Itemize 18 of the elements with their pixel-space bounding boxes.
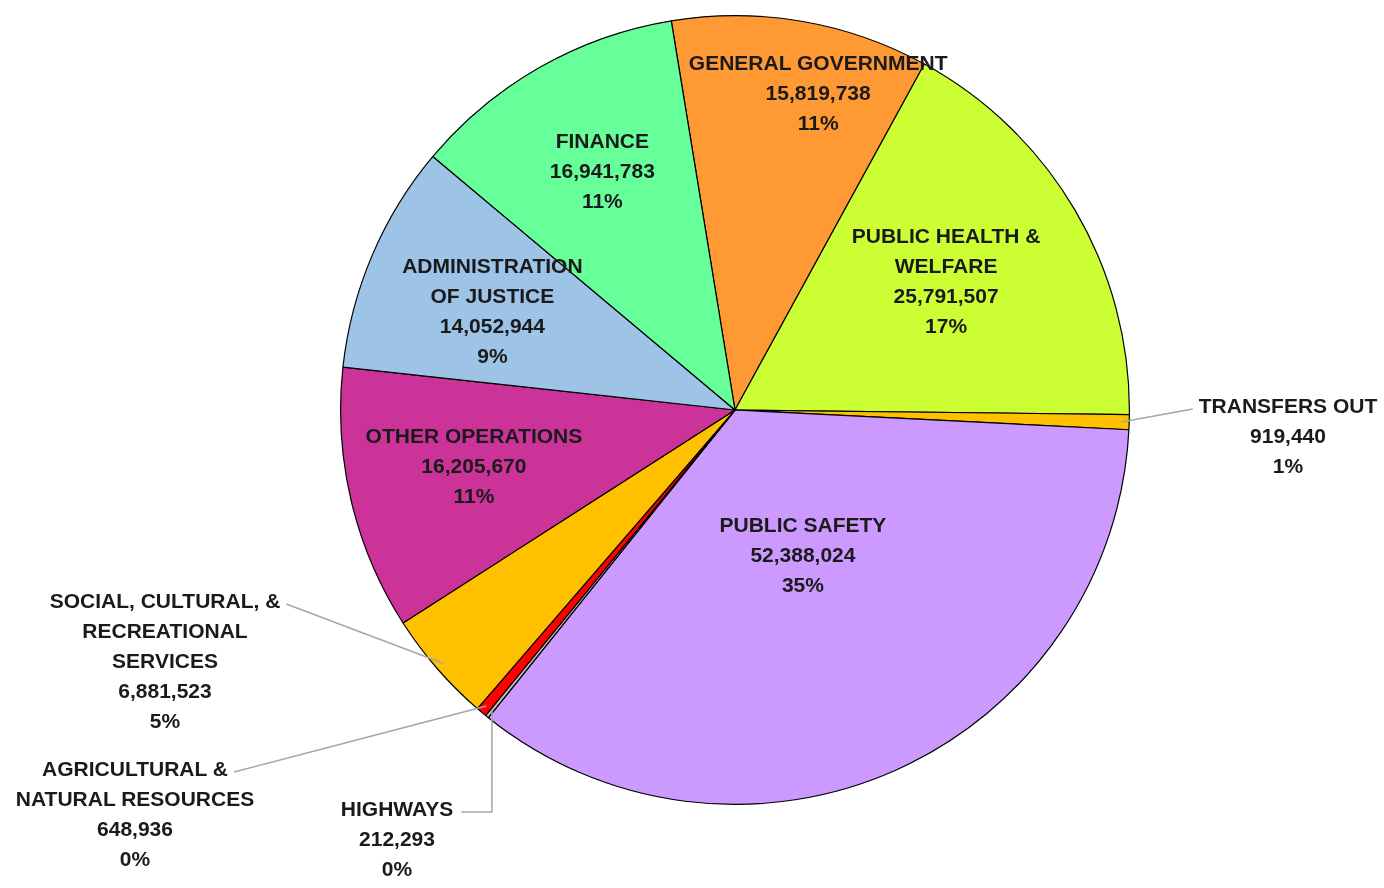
slice-label: SOCIAL, CULTURAL, & RECREATIONAL SERVICES bbox=[49, 589, 281, 673]
slice-label: PUBLIC HEALTH & WELFARE bbox=[851, 223, 1041, 277]
data-label: 6,881,523 5% bbox=[118, 679, 212, 733]
data-label: 25,791,507 17% bbox=[893, 283, 999, 337]
data-label: 15,819,738 11% bbox=[765, 81, 872, 135]
data-label: 14,052,944 9% bbox=[439, 314, 546, 368]
data-label: 212,293 0% bbox=[359, 827, 435, 881]
data-label: 648,936 0% bbox=[97, 817, 173, 871]
slice-label: AGRICULTURAL & NATURAL RESOURCES bbox=[15, 757, 255, 811]
slice-label: FINANCE bbox=[555, 129, 649, 153]
data-label: 16,941,783 11% bbox=[549, 159, 655, 213]
slice-label: PUBLIC SAFETY bbox=[719, 513, 887, 537]
slice-label: TRANSFERS OUT bbox=[1198, 394, 1378, 418]
slice-label: OTHER OPERATIONS bbox=[365, 423, 583, 447]
data-label: 919,440 1% bbox=[1250, 424, 1326, 478]
slice-label: HIGHWAYS bbox=[340, 797, 454, 821]
data-label: 52,388,024 35% bbox=[750, 543, 856, 597]
data-label: 16,205,670 11% bbox=[421, 453, 527, 507]
